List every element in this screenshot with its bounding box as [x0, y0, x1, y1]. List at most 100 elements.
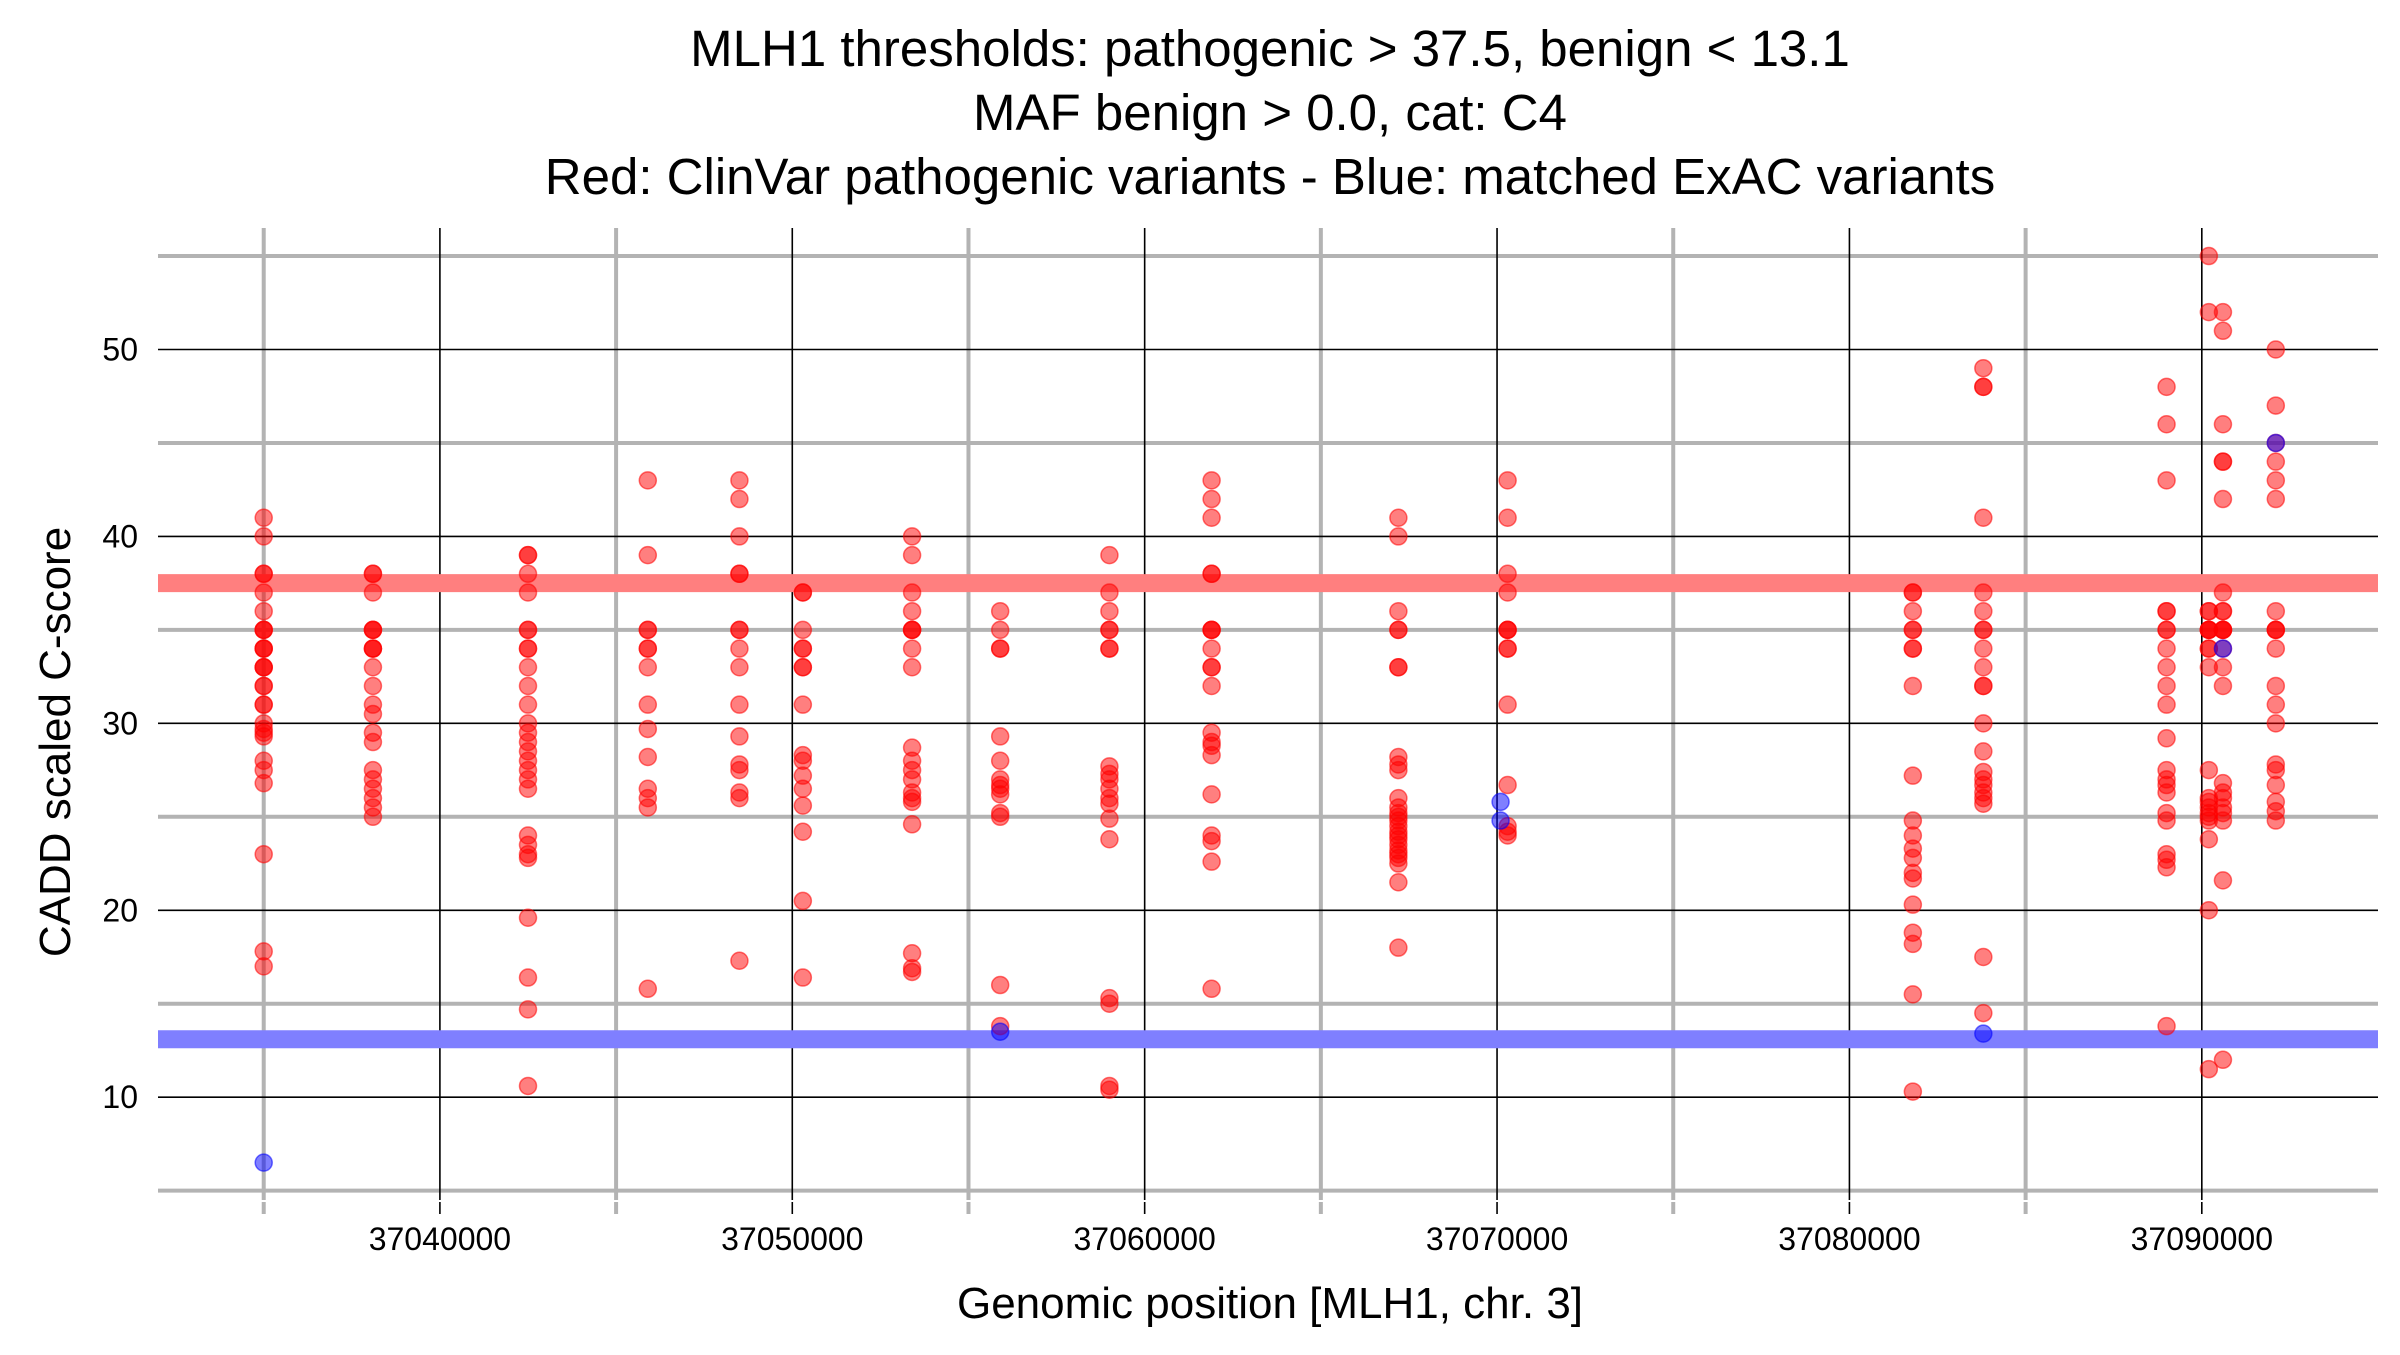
- pathogenic-point: [1389, 508, 1408, 527]
- pathogenic-point: [990, 727, 1010, 746]
- x-axis-title: Genomic position [MLH1, chr. 3]: [957, 1279, 1583, 1328]
- pathogenic-point: [254, 957, 273, 976]
- pathogenic-point: [1974, 1003, 1993, 1023]
- pathogenic-point: [363, 807, 383, 827]
- pathogenic-point: [2157, 639, 2176, 658]
- pathogenic-point: [2213, 302, 2233, 322]
- pathogenic-point: [1974, 714, 1993, 733]
- x-tick-label: 37080000: [1778, 1221, 1920, 1257]
- pathogenic-point: [902, 815, 922, 834]
- pathogenic-point: [1974, 676, 1993, 696]
- pathogenic-point: [2199, 829, 2219, 849]
- pathogenic-point: [363, 658, 383, 677]
- pathogenic-point: [1974, 358, 1993, 378]
- pathogenic-point: [638, 979, 658, 999]
- pathogenic-point: [2157, 811, 2176, 830]
- pathogenic-point: [2213, 583, 2233, 602]
- pathogenic-point: [902, 545, 922, 565]
- pathogenic-point: [254, 695, 273, 714]
- pathogenic-point: [518, 779, 538, 799]
- pathogenic-point: [518, 620, 538, 640]
- pathogenic-point: [1498, 583, 1517, 602]
- pathogenic-point: [793, 891, 813, 911]
- pathogenic-point: [1100, 829, 1119, 849]
- pathogenic-point: [902, 583, 922, 602]
- pathogenic-point: [2266, 340, 2286, 359]
- pathogenic-point: [518, 658, 538, 677]
- x-tick-label: 37070000: [1426, 1221, 1568, 1257]
- pathogenic-point: [1100, 639, 1119, 658]
- pathogenic-point: [638, 719, 658, 739]
- pathogenic-point: [1974, 794, 1993, 813]
- pathogenic-point: [254, 676, 273, 696]
- pathogenic-point: [254, 527, 273, 546]
- pathogenic-point: [638, 747, 658, 767]
- pathogenic-point: [1389, 527, 1408, 546]
- pathogenic-point: [2266, 639, 2286, 658]
- pathogenic-point: [1498, 775, 1517, 795]
- pathogenic-point: [730, 760, 749, 780]
- pathogenic-point: [1903, 766, 1923, 785]
- pathogenic-point: [730, 788, 749, 808]
- pathogenic-point: [518, 564, 538, 584]
- pathogenic-point: [1498, 826, 1517, 845]
- pathogenic-point: [2213, 658, 2233, 677]
- title-line-1: MLH1 thresholds: pathogenic > 37.5, beni…: [690, 20, 1850, 77]
- exac-point: [2213, 639, 2233, 658]
- exac-point: [2266, 433, 2286, 453]
- threshold-lines: [158, 574, 2378, 1049]
- pathogenic-point: [902, 639, 922, 658]
- pathogenic-point: [363, 564, 383, 584]
- pathogenic-point: [793, 968, 813, 987]
- pathogenic-point: [2213, 620, 2233, 640]
- pathogenic-point: [2157, 695, 2176, 714]
- pathogenic-point: [363, 676, 383, 696]
- exac-point: [990, 1022, 1010, 1042]
- pathogenic-point: [990, 751, 1010, 770]
- pathogenic-point: [730, 527, 749, 546]
- pathogenic-point: [990, 785, 1010, 804]
- pathogenic-point: [730, 489, 749, 509]
- data-points: [254, 246, 2286, 1172]
- pathogenic-point: [730, 564, 749, 584]
- pathogenic-point: [254, 658, 273, 677]
- pathogenic-point: [793, 779, 813, 799]
- grid: [158, 228, 2378, 1214]
- x-tick-label: 37060000: [1073, 1221, 1215, 1257]
- pathogenic-point: [730, 951, 749, 970]
- pathogenic-point: [730, 658, 749, 677]
- y-tick-label: 40: [102, 518, 138, 554]
- pathogenic-point: [363, 620, 383, 640]
- pathogenic-point: [2266, 620, 2286, 640]
- x-tick-label: 37050000: [721, 1221, 863, 1257]
- chart-title: MLH1 thresholds: pathogenic > 37.5, beni…: [545, 20, 1995, 205]
- pathogenic-point: [2199, 1059, 2219, 1079]
- pathogenic-point: [1974, 508, 1993, 527]
- pathogenic-point: [518, 695, 538, 714]
- pathogenic-point: [902, 527, 922, 546]
- pathogenic-point: [2213, 811, 2233, 830]
- pathogenic-point: [793, 583, 813, 602]
- pathogenic-point: [1974, 947, 1993, 967]
- pathogenic-point: [363, 704, 383, 724]
- pathogenic-point: [518, 1000, 538, 1019]
- pathogenic-point: [1202, 471, 1221, 490]
- pathogenic-point: [1498, 471, 1517, 490]
- pathogenic-point: [2266, 601, 2286, 621]
- pathogenic-point: [1974, 742, 1993, 761]
- pathogenic-point: [2199, 901, 2219, 920]
- y-tick-label: 20: [102, 892, 138, 928]
- pathogenic-point: [518, 545, 538, 565]
- tick-labels: 37040000 37050000 37060000 37070000 37080000…: [102, 332, 2273, 1258]
- pathogenic-point: [990, 601, 1010, 621]
- pathogenic-point: [1100, 809, 1119, 828]
- pathogenic-point: [2213, 676, 2233, 696]
- pathogenic-point: [518, 968, 538, 987]
- pathogenic-point: [1202, 564, 1221, 584]
- y-tick-label: 50: [102, 332, 138, 368]
- pathogenic-point: [1202, 785, 1221, 804]
- pathogenic-point: [730, 695, 749, 714]
- pathogenic-point: [1903, 639, 1923, 658]
- pathogenic-point: [638, 545, 658, 565]
